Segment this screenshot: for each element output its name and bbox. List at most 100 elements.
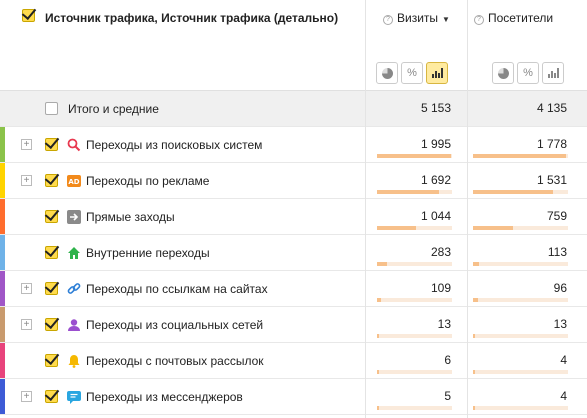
visits-share-bar: [377, 262, 452, 266]
visitors-column-header[interactable]: ? Посетители: [474, 11, 553, 25]
home-icon: [67, 246, 81, 260]
row-checkbox[interactable]: [45, 174, 58, 187]
table-row[interactable]: + Переходы из поисковых систем 1 995 1 778: [0, 127, 587, 163]
percent-view-button[interactable]: %: [401, 62, 423, 84]
bar-view-button[interactable]: [542, 62, 564, 84]
visitors-share-fill: [473, 370, 475, 374]
visitors-share-bar: [473, 226, 568, 230]
expand-button[interactable]: +: [21, 139, 32, 150]
bar-view-button[interactable]: [426, 62, 448, 84]
sort-desc-icon[interactable]: ▼: [442, 15, 450, 24]
row-label: Переходы из социальных сетей: [86, 318, 264, 332]
row-label: Переходы по рекламе: [86, 174, 210, 188]
row-color-stripe: [0, 235, 5, 270]
table-row[interactable]: + Переходы по ссылкам на сайтах 109 96: [0, 271, 587, 307]
help-icon[interactable]: ?: [474, 15, 484, 25]
row-color-stripe: [0, 343, 5, 378]
row-visitors: 13: [553, 317, 567, 331]
row-visitors: 4: [560, 389, 567, 403]
visits-share-bar: [377, 298, 452, 302]
visits-share-bar: [377, 406, 452, 410]
totals-visitors: 4 135: [536, 101, 567, 115]
arrow-right-icon: [67, 210, 81, 224]
visitors-share-fill: [473, 190, 553, 194]
help-icon[interactable]: ?: [383, 15, 393, 25]
row-visitors: 96: [553, 281, 567, 295]
visitors-share-fill: [473, 154, 566, 158]
visits-view-switcher: %: [376, 62, 448, 84]
visitors-header-label: Посетители: [488, 11, 554, 25]
visitors-view-switcher: %: [492, 62, 564, 84]
row-color-stripe: [0, 307, 5, 342]
expand-button[interactable]: +: [21, 175, 32, 186]
row-visitors: 113: [547, 245, 567, 259]
row-color-stripe: [0, 127, 5, 162]
visitors-share-bar: [473, 190, 568, 194]
row-color-stripe: [0, 199, 5, 234]
visitors-share-fill: [473, 262, 479, 266]
visitors-share-bar: [473, 262, 568, 266]
visits-share-fill: [377, 190, 439, 194]
user-icon: [67, 318, 81, 332]
row-visits: 283: [430, 245, 451, 259]
row-visits: 109: [430, 281, 451, 295]
table-row[interactable]: Прямые заходы 1 044 759: [0, 199, 587, 235]
header-divider: [0, 90, 587, 91]
row-visitors: 1 778: [536, 137, 567, 151]
pie-chart-icon: [381, 67, 393, 79]
table-row[interactable]: + Переходы из социальных сетей 13 13: [0, 307, 587, 343]
visitors-share-bar: [473, 334, 568, 338]
percent-icon: %: [523, 67, 533, 79]
table-header: Источник трафика, Источник трафика (дета…: [0, 0, 587, 91]
visits-share-bar: [377, 334, 452, 338]
bar-chart-icon: [431, 68, 443, 78]
pie-chart-view-button[interactable]: [376, 62, 398, 84]
row-label: Переходы по ссылкам на сайтах: [86, 282, 268, 296]
visits-share-bar: [377, 190, 452, 194]
visits-header-label: Визиты: [397, 11, 439, 25]
row-checkbox[interactable]: [45, 246, 58, 259]
row-checkbox[interactable]: [45, 138, 58, 151]
row-checkbox[interactable]: [45, 318, 58, 331]
visits-share-fill: [377, 370, 379, 374]
row-checkbox[interactable]: [45, 390, 58, 403]
pie-chart-icon: [497, 67, 509, 79]
pie-chart-view-button[interactable]: [492, 62, 514, 84]
visits-share-fill: [377, 154, 451, 158]
row-visits: 1 692: [420, 173, 451, 187]
row-checkbox[interactable]: [45, 210, 58, 223]
row-checkbox[interactable]: [45, 354, 58, 367]
visitors-share-bar: [473, 154, 568, 158]
select-all-checkbox[interactable]: [22, 9, 35, 22]
expand-button[interactable]: +: [21, 391, 32, 402]
totals-visits: 5 153: [420, 101, 451, 115]
visitors-share-fill: [473, 406, 475, 410]
visits-share-fill: [377, 298, 381, 302]
table-row[interactable]: Переходы с почтовых рассылок 6 4: [0, 343, 587, 379]
column-divider: [467, 0, 468, 418]
svg-text:AD: AD: [68, 178, 79, 186]
row-visits: 6: [444, 353, 451, 367]
row-visits: 5: [444, 389, 451, 403]
ad-icon: AD: [67, 174, 81, 188]
percent-view-button[interactable]: %: [517, 62, 539, 84]
row-color-stripe: [0, 271, 5, 306]
row-checkbox[interactable]: [45, 282, 58, 295]
column-divider: [365, 0, 366, 418]
totals-checkbox[interactable]: [45, 102, 58, 115]
row-label: Внутренние переходы: [86, 246, 210, 260]
percent-icon: %: [407, 67, 417, 79]
row-label: Переходы с почтовых рассылок: [86, 354, 264, 368]
table-row[interactable]: + Переходы из мессенджеров 5 4: [0, 379, 587, 415]
table-row[interactable]: + AD Переходы по рекламе 1 692 1 531: [0, 163, 587, 199]
expand-button[interactable]: +: [21, 319, 32, 330]
row-color-stripe: [0, 379, 5, 414]
bar-chart-icon: [547, 68, 559, 78]
visits-share-fill: [377, 334, 379, 338]
bell-icon: [67, 354, 81, 368]
visits-column-header[interactable]: ? Визиты ▼: [383, 11, 450, 25]
expand-button[interactable]: +: [21, 283, 32, 294]
visitors-share-fill: [473, 226, 513, 230]
table-row[interactable]: Внутренние переходы 283 113: [0, 235, 587, 271]
